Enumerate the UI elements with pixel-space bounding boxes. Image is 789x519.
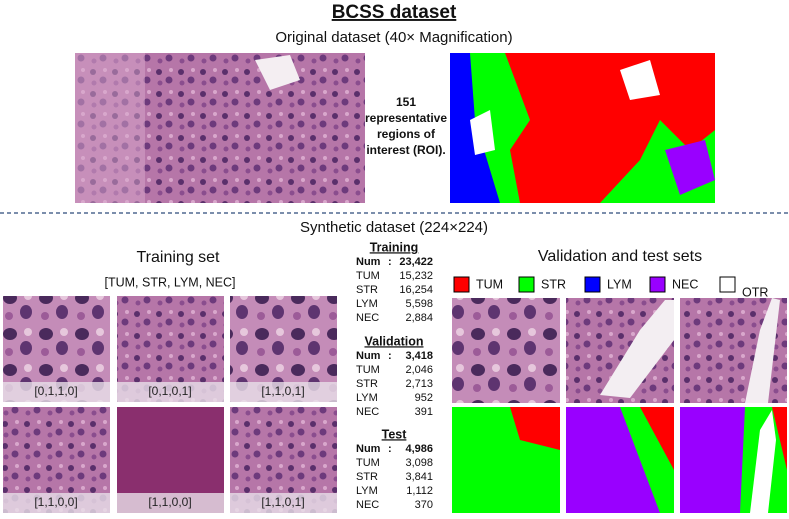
legend-label: STR bbox=[541, 277, 566, 291]
stats-title: Validation bbox=[364, 334, 423, 348]
stats-value: 4,986 bbox=[405, 443, 433, 455]
stats-label: LYM bbox=[356, 485, 378, 497]
legend-swatch bbox=[453, 276, 470, 293]
stats-label: NEC bbox=[356, 312, 379, 324]
legend-label: OTR bbox=[742, 285, 768, 299]
stats-label: Num bbox=[356, 256, 381, 268]
legend-swatch bbox=[719, 276, 736, 293]
tile-label: [0,1,1,0] bbox=[34, 384, 77, 398]
roi-line: interest (ROI). bbox=[366, 143, 445, 157]
stats-label: STR bbox=[356, 284, 378, 296]
white-area bbox=[600, 300, 674, 398]
stats-label: TUM bbox=[356, 457, 380, 469]
white-area bbox=[745, 298, 780, 403]
stats-value: 2,713 bbox=[405, 378, 433, 390]
val-image bbox=[452, 298, 560, 403]
roi-text: 151 representative regions of interest (ROI… bbox=[365, 95, 447, 157]
stats-label: Num bbox=[356, 443, 381, 455]
subtitle: Original dataset (40× Magnification) bbox=[275, 29, 512, 46]
mask-otr bbox=[470, 60, 660, 155]
stats-value: 5,598 bbox=[405, 298, 433, 310]
stats-value: 370 bbox=[415, 499, 433, 511]
roi-line: representative bbox=[365, 111, 447, 125]
legend: TUM STR LYM NEC OTR bbox=[453, 276, 768, 299]
validation-title: Validation and test sets bbox=[538, 248, 702, 265]
stats-value: 3,418 bbox=[405, 350, 433, 362]
stats-value: 3,841 bbox=[405, 471, 433, 483]
tile-label-band bbox=[117, 382, 224, 402]
tile-label: [1,1,0,0] bbox=[148, 495, 191, 509]
stats-value: 2,046 bbox=[405, 364, 433, 376]
stats-sep: : bbox=[388, 256, 392, 268]
stats-label: LYM bbox=[356, 298, 378, 310]
legend-swatch bbox=[584, 276, 601, 293]
mask-otr bbox=[750, 410, 776, 513]
stats-label: TUM bbox=[356, 270, 380, 282]
stats-title: Test bbox=[382, 427, 408, 441]
mask-tum bbox=[772, 407, 787, 470]
legend-label: TUM bbox=[476, 277, 503, 291]
tile-label-band bbox=[3, 382, 110, 402]
validation-images bbox=[452, 298, 787, 513]
stats-label: LYM bbox=[356, 392, 378, 404]
stats-label: STR bbox=[356, 378, 378, 390]
tile-label-band bbox=[230, 382, 337, 402]
tile-label-band bbox=[117, 493, 224, 513]
mask-tum bbox=[640, 407, 674, 470]
legend-label: NEC bbox=[672, 277, 698, 291]
tile-label: [1,1,0,1] bbox=[261, 384, 304, 398]
mask-tum bbox=[505, 53, 715, 203]
label-order: [TUM, STR, LYM, NEC] bbox=[104, 275, 235, 289]
white-area bbox=[255, 55, 300, 90]
stroma-area bbox=[75, 53, 145, 203]
stats-value: 2,884 bbox=[405, 312, 433, 324]
stats-value: 952 bbox=[415, 392, 433, 404]
original-mask bbox=[450, 53, 715, 203]
legend-swatch bbox=[649, 276, 666, 293]
mask-nec bbox=[665, 140, 715, 195]
stats-value: 1,112 bbox=[406, 485, 433, 497]
training-tiles: [0,1,1,0] [0,1,0,1] [1,1,0,1] [1,1,0,0] [1,1… bbox=[3, 296, 337, 513]
tile-label-band bbox=[3, 493, 110, 513]
roi-line: regions of bbox=[377, 127, 436, 141]
stats-value: 391 bbox=[415, 406, 433, 418]
stats-sep: : bbox=[388, 350, 392, 362]
stats-title: Training bbox=[370, 240, 419, 254]
tile-label-band bbox=[230, 493, 337, 513]
mask-tum bbox=[510, 407, 560, 450]
legend-label: LYM bbox=[607, 277, 632, 291]
stats-value: 3,098 bbox=[405, 457, 433, 469]
stats-value: 15,232 bbox=[399, 270, 433, 282]
training-title: Training set bbox=[137, 249, 221, 266]
stats-sep: : bbox=[388, 443, 392, 455]
roi-line: 151 bbox=[396, 95, 416, 109]
stats-label: Num bbox=[356, 350, 381, 362]
title: BCSS dataset bbox=[332, 2, 457, 23]
legend-swatch bbox=[518, 276, 535, 293]
stats-value: 23,422 bbox=[399, 256, 433, 268]
stats-value: 16,254 bbox=[399, 284, 433, 296]
stats-label: STR bbox=[356, 471, 378, 483]
stats-label: NEC bbox=[356, 499, 379, 511]
synthetic-title: Synthetic dataset (224×224) bbox=[300, 219, 488, 236]
stats-label: NEC bbox=[356, 406, 379, 418]
stats-label: TUM bbox=[356, 364, 380, 376]
tile-label: [1,1,0,1] bbox=[261, 495, 304, 509]
tile-label: [1,1,0,0] bbox=[34, 495, 77, 509]
tile-label: [0,1,0,1] bbox=[148, 384, 191, 398]
